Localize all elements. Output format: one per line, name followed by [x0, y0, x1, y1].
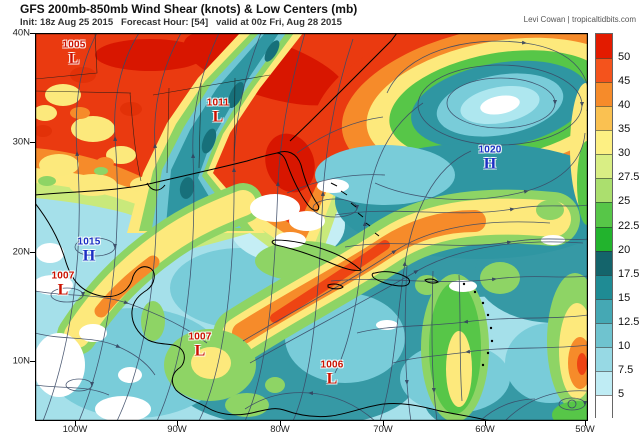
colorbar-tick-35: 35 — [618, 123, 631, 136]
colorbar-tick-27.5: 27.5 — [618, 171, 640, 184]
colorbar-segment — [596, 274, 612, 299]
lon-label-60W: 60W — [475, 424, 495, 435]
lat-label-20N: 20N — [12, 246, 30, 258]
lon-label-80W: 80W — [270, 424, 290, 435]
lon-tick — [382, 421, 384, 426]
colorbar-segment — [596, 154, 612, 179]
colorbar-segment — [596, 394, 612, 419]
credit-watermark: Levi Cowan | tropicaltidbits.com — [523, 15, 636, 24]
white-calm-spots — [35, 179, 565, 421]
pressure-value: 1011 — [206, 97, 230, 109]
colorbar-tick-7.5: 7.5 — [618, 363, 634, 376]
trough-channel — [127, 33, 303, 233]
antilles-islands — [462, 282, 494, 367]
pressure-value: 1020 — [478, 144, 502, 156]
colorbar-segment — [596, 226, 612, 251]
pressure-letter: L — [68, 50, 80, 68]
pressure-letter: H — [82, 247, 96, 265]
pressure-center-high: 1015 H — [77, 236, 101, 265]
init-forecast-line: Init: 18z Aug 25 2015 Forecast Hour: [54… — [20, 17, 342, 28]
colorbar-tick-5: 5 — [618, 387, 625, 400]
colorbar-segment — [596, 370, 612, 395]
colorbar-tick-10: 10 — [618, 339, 631, 352]
colorbar-tick-30: 30 — [618, 147, 631, 160]
pressure-value: 1007 — [51, 270, 75, 282]
colorbar-tick-20: 20 — [618, 243, 631, 256]
lat-tick — [30, 360, 35, 362]
pressure-letter: L — [326, 370, 338, 388]
lon-tick — [279, 421, 281, 426]
pressure-center-low: 1006 L — [320, 359, 344, 388]
pressure-value: 1006 — [320, 359, 344, 371]
pressure-center-low: 1005 L — [62, 39, 86, 68]
colorbar-tick-50: 50 — [618, 51, 631, 64]
lon-tick — [484, 421, 486, 426]
lat-label-30N: 30N — [12, 136, 30, 148]
lat-tick — [30, 251, 35, 253]
texas-mottling — [35, 67, 156, 196]
colorbar-segment — [596, 106, 612, 131]
lon-label-70W: 70W — [373, 424, 393, 435]
colorbar-segment — [596, 82, 612, 107]
pressure-center-low: 1011 L — [206, 97, 230, 126]
colorbar-segment — [596, 34, 612, 59]
pressure-center-low: 1007 L — [51, 270, 75, 299]
lon-label-90W: 90W — [167, 424, 187, 435]
shear-map: 1005 L 1011 L 1015 H 1007 L 1020 H 1007 L 1006 L — [35, 33, 588, 421]
shear-field-art — [35, 33, 588, 421]
lat-label-10N: 10N — [12, 355, 30, 367]
pressure-letter: L — [194, 342, 206, 360]
colorbar-segment — [596, 58, 612, 83]
colorbar-tick-12.5: 12.5 — [618, 315, 640, 328]
pressure-value: 1015 — [77, 236, 101, 248]
colorbar-tick-25: 25 — [618, 195, 631, 208]
pressure-value: 1007 — [188, 331, 212, 343]
pressure-center-low: 1007 L — [188, 331, 212, 360]
colorbar-segment — [596, 130, 612, 155]
caribbean-band — [213, 189, 580, 362]
coastlines — [35, 33, 494, 421]
lon-label-100W: 100W — [62, 424, 88, 435]
lat-tick — [30, 141, 35, 143]
gulf-band — [57, 183, 263, 355]
lon-tick — [176, 421, 178, 426]
page-title: GFS 200mb-850mb Wind Shear (knots) & Low… — [20, 2, 358, 16]
map-frame — [35, 33, 588, 421]
lon-label-50W: 50W — [575, 424, 595, 435]
colorbar-segment — [596, 178, 612, 203]
colorbar-tick-17.5: 17.5 — [618, 267, 640, 280]
colorbar-tick-40: 40 — [618, 99, 631, 112]
colorbar-segment — [596, 202, 612, 227]
pressure-letter: L — [212, 108, 224, 126]
colorbar-segment — [596, 250, 612, 275]
eddy-center — [567, 399, 577, 409]
pressure-value: 1005 — [62, 39, 86, 51]
colorbar-tick-15: 15 — [618, 291, 631, 304]
state-borders — [35, 33, 271, 182]
pressure-center-high: 1020 H — [478, 144, 502, 173]
colorbar-tick-45: 45 — [618, 75, 631, 88]
colorbar-segment — [596, 346, 612, 371]
colorbar — [595, 33, 613, 419]
lat-label-40N: 40N — [12, 27, 30, 39]
colorbar-tick-22.5: 22.5 — [618, 219, 640, 232]
colorbar-segment — [596, 298, 612, 323]
pressure-letter: H — [483, 155, 497, 173]
lat-tick — [30, 32, 35, 34]
lon-tick — [74, 421, 76, 426]
streamlines — [35, 33, 588, 421]
colorbar-segment — [596, 322, 612, 347]
lon-tick — [584, 421, 586, 426]
pressure-letter: L — [57, 281, 69, 299]
low-lat-patches — [141, 200, 588, 421]
